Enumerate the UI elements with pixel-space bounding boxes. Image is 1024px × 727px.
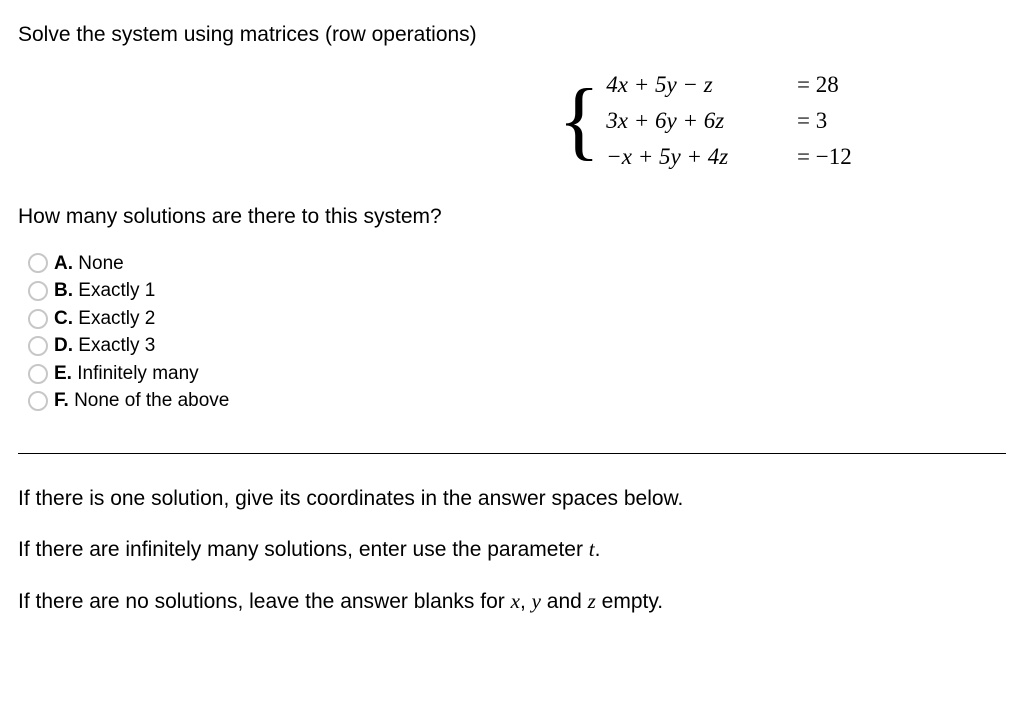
radio-icon[interactable] bbox=[28, 364, 48, 384]
instruction-text: , bbox=[520, 590, 532, 613]
option-letter: E. bbox=[54, 363, 72, 384]
radio-icon[interactable] bbox=[28, 309, 48, 329]
question-prompt: Solve the system using matrices (row ope… bbox=[18, 20, 1006, 49]
equation-lhs: 4x + 5y − z bbox=[606, 67, 791, 103]
option-letter: B. bbox=[54, 280, 73, 301]
options-list: A. None B. Exactly 1 C. Exactly 2 D. Exa… bbox=[28, 250, 1006, 415]
option-f[interactable]: F. None of the above bbox=[28, 387, 1006, 415]
instruction-text: If there are infinitely many solutions, … bbox=[18, 538, 589, 561]
option-text: Exactly 3 bbox=[78, 335, 155, 356]
option-text: None of the above bbox=[74, 390, 229, 411]
option-d[interactable]: D. Exactly 3 bbox=[28, 332, 1006, 360]
instruction-infinite: If there are infinitely many solutions, … bbox=[18, 535, 1006, 564]
radio-icon[interactable] bbox=[28, 253, 48, 273]
option-letter: A. bbox=[54, 253, 73, 274]
var-y: y bbox=[532, 589, 541, 613]
var-x: x bbox=[511, 589, 520, 613]
radio-icon[interactable] bbox=[28, 281, 48, 301]
radio-icon[interactable] bbox=[28, 336, 48, 356]
equation-lhs: −x + 5y + 4z bbox=[606, 139, 791, 175]
equation-1: 4x + 5y − z = 28 bbox=[606, 67, 867, 103]
instruction-text: and bbox=[541, 590, 588, 613]
option-text: Infinitely many bbox=[77, 363, 198, 384]
question-container: Solve the system using matrices (row ope… bbox=[0, 0, 1024, 658]
question-sub-prompt: How many solutions are there to this sys… bbox=[18, 202, 1006, 231]
option-b[interactable]: B. Exactly 1 bbox=[28, 277, 1006, 305]
option-a[interactable]: A. None bbox=[28, 250, 1006, 278]
instruction-no-solution: If there are no solutions, leave the ans… bbox=[18, 587, 1006, 616]
option-letter: C. bbox=[54, 308, 73, 329]
option-e[interactable]: E. Infinitely many bbox=[28, 360, 1006, 388]
option-text: Exactly 1 bbox=[78, 280, 155, 301]
equation-rhs: = −12 bbox=[797, 139, 867, 175]
instruction-one-solution: If there is one solution, give its coord… bbox=[18, 484, 1006, 513]
equation-3: −x + 5y + 4z = −12 bbox=[606, 139, 867, 175]
var-z: z bbox=[588, 589, 596, 613]
option-text: Exactly 2 bbox=[78, 308, 155, 329]
option-letter: D. bbox=[54, 335, 73, 356]
equation-rhs: = 3 bbox=[797, 103, 867, 139]
radio-icon[interactable] bbox=[28, 391, 48, 411]
left-brace: { bbox=[558, 67, 606, 174]
instruction-text: empty. bbox=[596, 590, 663, 613]
equation-system: { 4x + 5y − z = 28 3x + 6y + 6z = 3 −x +… bbox=[558, 67, 1006, 174]
instruction-text: . bbox=[595, 538, 601, 561]
instruction-text: If there are no solutions, leave the ans… bbox=[18, 590, 511, 613]
option-text: None bbox=[78, 253, 123, 274]
equation-lhs: 3x + 6y + 6z bbox=[606, 103, 791, 139]
equation-rhs: = 28 bbox=[797, 67, 867, 103]
option-letter: F. bbox=[54, 390, 69, 411]
option-c[interactable]: C. Exactly 2 bbox=[28, 305, 1006, 333]
equation-2: 3x + 6y + 6z = 3 bbox=[606, 103, 867, 139]
divider bbox=[18, 453, 1006, 454]
